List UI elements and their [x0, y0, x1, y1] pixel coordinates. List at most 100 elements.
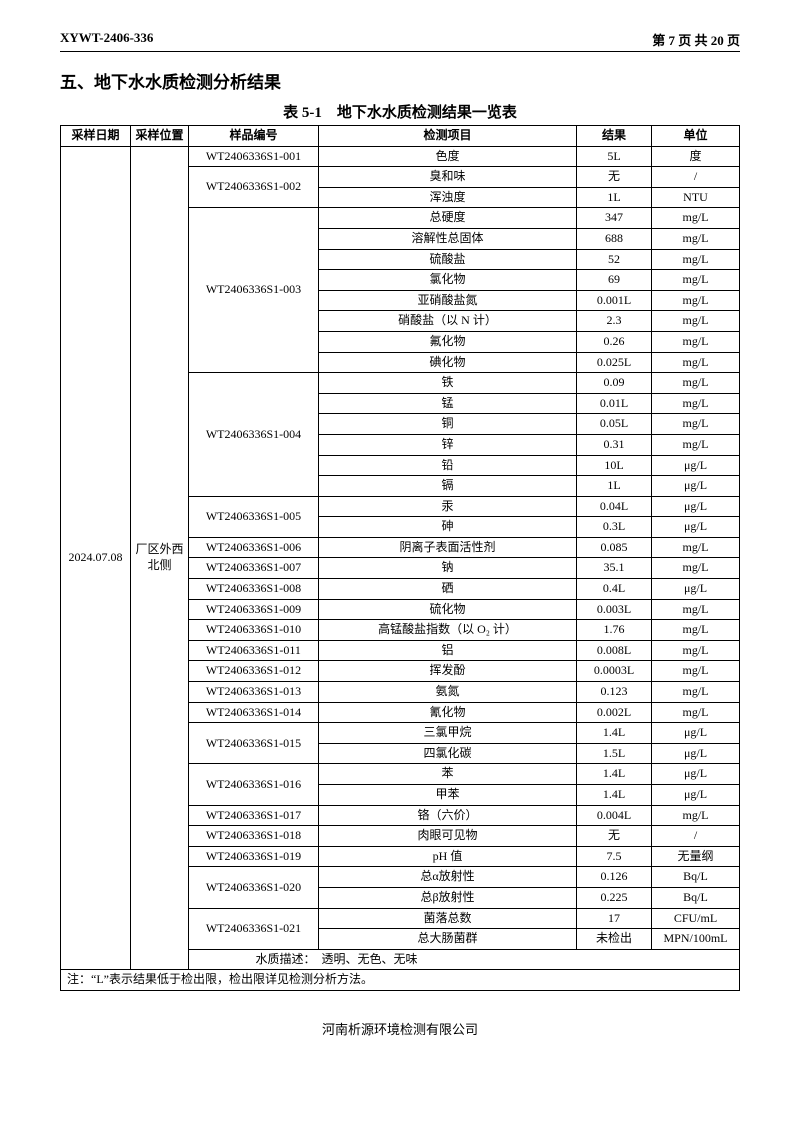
cell-item: 硝酸盐（以 N 计）	[319, 311, 577, 332]
cell-item: 浑浊度	[319, 187, 577, 208]
cell-result: 0.01L	[577, 393, 652, 414]
cell-result: 688	[577, 228, 652, 249]
cell-result: 0.126	[577, 867, 652, 888]
cell-unit: μg/L	[652, 764, 740, 785]
th-result: 结果	[577, 126, 652, 147]
table-body: 2024.07.08厂区外西北侧WT2406336S1-001色度5L度WT24…	[61, 146, 740, 990]
cell-item: 砷	[319, 517, 577, 538]
cell-unit: /	[652, 167, 740, 188]
cell-result: 0.004L	[577, 805, 652, 826]
cell-unit: mg/L	[652, 270, 740, 291]
cell-item: pH 值	[319, 846, 577, 867]
cell-unit: μg/L	[652, 496, 740, 517]
cell-result: 1L	[577, 476, 652, 497]
cell-item: 铅	[319, 455, 577, 476]
cell-unit: μg/L	[652, 743, 740, 764]
cell-result: 10L	[577, 455, 652, 476]
cell-sample-id: WT2406336S1-009	[189, 599, 319, 620]
cell-unit: mg/L	[652, 434, 740, 455]
cell-item: 锰	[319, 393, 577, 414]
cell-item: 铁	[319, 373, 577, 394]
cell-item: 碘化物	[319, 352, 577, 373]
cell-item: 氟化物	[319, 331, 577, 352]
cell-result: 52	[577, 249, 652, 270]
cell-result: 1.4L	[577, 723, 652, 744]
desc-label: 水质描述：	[189, 949, 319, 970]
cell-unit: mg/L	[652, 373, 740, 394]
cell-item: 铬（六价）	[319, 805, 577, 826]
cell-sample-id: WT2406336S1-002	[189, 167, 319, 208]
cell-sample-id: WT2406336S1-016	[189, 764, 319, 805]
cell-unit: MPN/100mL	[652, 929, 740, 950]
cell-unit: mg/L	[652, 682, 740, 703]
cell-item: 总α放射性	[319, 867, 577, 888]
cell-result: 未检出	[577, 929, 652, 950]
cell-item: 臭和味	[319, 167, 577, 188]
cell-result: 0.025L	[577, 352, 652, 373]
cell-item: 硫化物	[319, 599, 577, 620]
cell-sample-id: WT2406336S1-004	[189, 373, 319, 497]
cell-unit: μg/L	[652, 455, 740, 476]
cell-result: 0.09	[577, 373, 652, 394]
cell-unit: mg/L	[652, 331, 740, 352]
cell-item: 高锰酸盐指数（以 O₂ 计）	[319, 620, 577, 641]
cell-item: 溶解性总固体	[319, 228, 577, 249]
cell-unit: Bq/L	[652, 867, 740, 888]
desc-text: 透明、无色、无味	[319, 949, 740, 970]
cell-item: 铜	[319, 414, 577, 435]
page-number: 第 7 页 共 20 页	[652, 30, 740, 49]
cell-item: 菌落总数	[319, 908, 577, 929]
cell-item: 阴离子表面活性剂	[319, 537, 577, 558]
cell-sample-id: WT2406336S1-017	[189, 805, 319, 826]
cell-result: 0.225	[577, 887, 652, 908]
cell-unit: 无量纲	[652, 846, 740, 867]
table-header-row: 采样日期 采样位置 样品编号 检测项目 结果 单位	[61, 126, 740, 147]
cell-unit: mg/L	[652, 311, 740, 332]
cell-result: 2.3	[577, 311, 652, 332]
cell-sample-id: WT2406336S1-018	[189, 826, 319, 847]
cell-result: 1.4L	[577, 785, 652, 806]
cell-sample-id: WT2406336S1-001	[189, 146, 319, 167]
cell-unit: mg/L	[652, 702, 740, 723]
cell-result: 0.05L	[577, 414, 652, 435]
cell-unit: CFU/mL	[652, 908, 740, 929]
cell-item: 挥发酚	[319, 661, 577, 682]
cell-item: 钠	[319, 558, 577, 579]
cell-item: 硒	[319, 579, 577, 600]
cell-sample-id: WT2406336S1-010	[189, 620, 319, 641]
cell-unit: mg/L	[652, 249, 740, 270]
cell-sample-id: WT2406336S1-014	[189, 702, 319, 723]
cell-sample-id: WT2406336S1-008	[189, 579, 319, 600]
cell-result: 0.003L	[577, 599, 652, 620]
cell-item: 氰化物	[319, 702, 577, 723]
th-unit: 单位	[652, 126, 740, 147]
cell-result: 0.085	[577, 537, 652, 558]
footer: 河南析源环境检测有限公司	[60, 1019, 740, 1038]
cell-result: 0.31	[577, 434, 652, 455]
cell-item: 三氯甲烷	[319, 723, 577, 744]
cell-result: 0.123	[577, 682, 652, 703]
cell-unit: μg/L	[652, 723, 740, 744]
table-caption: 表 5-1 地下水水质检测结果一览表	[60, 101, 740, 122]
cell-result: 无	[577, 167, 652, 188]
cell-sample-id: WT2406336S1-003	[189, 208, 319, 373]
cell-unit: μg/L	[652, 785, 740, 806]
cell-item: 氨氮	[319, 682, 577, 703]
cell-unit: mg/L	[652, 599, 740, 620]
cell-result: 69	[577, 270, 652, 291]
cell-item: 四氯化碳	[319, 743, 577, 764]
cell-unit: 度	[652, 146, 740, 167]
cell-unit: Bq/L	[652, 887, 740, 908]
cell-unit: /	[652, 826, 740, 847]
cell-sample-id: WT2406336S1-006	[189, 537, 319, 558]
cell-item: 苯	[319, 764, 577, 785]
cell-sample-id: WT2406336S1-011	[189, 640, 319, 661]
section-title: 五、地下水水质检测分析结果	[60, 68, 740, 93]
cell-result: 无	[577, 826, 652, 847]
cell-sample-id: WT2406336S1-021	[189, 908, 319, 949]
cell-unit: mg/L	[652, 537, 740, 558]
cell-item: 亚硝酸盐氮	[319, 290, 577, 311]
cell-item: 肉眼可见物	[319, 826, 577, 847]
cell-item: 硫酸盐	[319, 249, 577, 270]
cell-result: 0.3L	[577, 517, 652, 538]
